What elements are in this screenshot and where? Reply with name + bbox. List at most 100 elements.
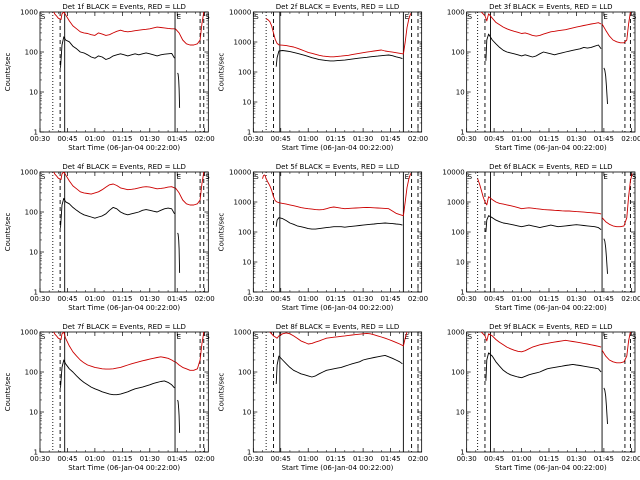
- series-line-events: [275, 50, 403, 67]
- axis-frame: [39, 11, 209, 133]
- axis-frame: [466, 11, 636, 133]
- region-label: S: [205, 173, 210, 181]
- y-tick-label: 10: [242, 259, 251, 267]
- x-tick-label: 01:15: [539, 135, 559, 143]
- y-tick-label: 10: [242, 99, 251, 107]
- series-line-lld: [269, 332, 408, 347]
- x-tick-label: 01:15: [326, 295, 346, 303]
- axis-frame: [466, 331, 636, 453]
- y-tick-label: 100: [25, 369, 38, 377]
- axis-frame: [252, 171, 423, 293]
- x-tick-label: 01:30: [140, 295, 160, 303]
- region-label: S: [41, 13, 46, 21]
- detector-panel-5: Det 5f BLACK = Events, RED = LLD 1 10 100 10…: [217, 163, 428, 312]
- x-tick-label: 00:45: [484, 135, 504, 143]
- y-axis-label: Counts/sec: [4, 53, 12, 92]
- y-tick-label: 1: [247, 289, 251, 297]
- x-tick-label: 01:45: [594, 295, 614, 303]
- series-line-events: [603, 238, 608, 274]
- region-label: S: [468, 173, 473, 181]
- x-tick-label: 01:45: [167, 295, 187, 303]
- region-label: S: [632, 13, 637, 21]
- x-tick-label: 01:45: [167, 455, 187, 463]
- x-axis-label: Start Time (06-Jan-04 00:22:00): [68, 144, 180, 152]
- region-label: E: [405, 333, 409, 341]
- x-tick-label: 02:00: [408, 295, 428, 303]
- x-tick-label: 00:45: [271, 455, 291, 463]
- x-tick-label: 00:45: [484, 295, 504, 303]
- region-label: S: [254, 333, 259, 341]
- y-tick-label: 1000: [20, 169, 38, 177]
- x-tick-label: 02:00: [408, 135, 428, 143]
- x-tick-label: 00:45: [57, 295, 77, 303]
- y-tick-label: 1000: [447, 329, 465, 337]
- detector-panel-3: Det 3f BLACK = Events, RED = LLD 1 10 100 10…: [447, 3, 640, 152]
- x-axis-label: Start Time (06-Jan-04 00:22:00): [282, 304, 394, 312]
- x-tick-label: 00:30: [30, 135, 50, 143]
- axis-frame: [252, 331, 423, 453]
- chart-title: Det 9f BLACK = Events, RED = LLD: [489, 323, 612, 331]
- series-line-events: [60, 359, 175, 396]
- series-line-lld: [53, 332, 175, 370]
- x-tick-label: 01:00: [298, 295, 318, 303]
- x-tick-label: 00:45: [57, 135, 77, 143]
- y-tick-label: 1000: [234, 39, 252, 47]
- y-tick-label: 1: [34, 289, 38, 297]
- x-tick-label: 02:00: [195, 135, 215, 143]
- detector-panel-9: Det 9f BLACK = Events, RED = LLD 1 10 100 10…: [447, 323, 640, 472]
- x-tick-label: 01:30: [566, 295, 586, 303]
- x-axis-label: Start Time (06-Jan-04 00:22:00): [495, 304, 607, 312]
- y-tick-label: 1: [460, 129, 464, 137]
- x-tick-label: 00:30: [457, 455, 477, 463]
- series-line-events: [177, 72, 181, 108]
- detector-panel-8: Det 8f BLACK = Events, RED = LLD 1 10 100 10…: [217, 323, 428, 472]
- series-line-events: [485, 352, 602, 381]
- region-label: S: [41, 333, 46, 341]
- series-line-lld: [175, 332, 205, 371]
- series-layer: [265, 13, 412, 67]
- series-layer: [53, 332, 205, 433]
- y-axis-label: Counts/sec: [217, 373, 225, 412]
- region-label: E: [177, 333, 181, 341]
- x-tick-label: 01:30: [140, 135, 160, 143]
- x-axis-label: Start Time (06-Jan-04 00:22:00): [68, 464, 180, 472]
- series-line-events: [60, 197, 175, 228]
- x-tick-label: 02:00: [621, 455, 640, 463]
- y-tick-label: 1000: [234, 199, 252, 207]
- x-tick-label: 01:15: [326, 135, 346, 143]
- x-tick-label: 01:30: [140, 455, 160, 463]
- series-layer: [269, 332, 408, 385]
- x-tick-label: 01:15: [112, 455, 132, 463]
- x-tick-label: 01:00: [511, 295, 531, 303]
- series-line-events: [60, 36, 175, 68]
- region-label: E: [177, 173, 181, 181]
- region-label: S: [254, 173, 259, 181]
- region-label: S: [41, 173, 46, 181]
- region-label: E: [405, 13, 409, 21]
- region-label: S: [468, 13, 473, 21]
- x-tick-label: 01:15: [112, 135, 132, 143]
- x-tick-label: 00:30: [457, 295, 477, 303]
- series-layer: [480, 12, 631, 105]
- y-tick-label: 1000: [447, 199, 465, 207]
- series-line-lld: [265, 13, 412, 58]
- series-line-lld: [53, 172, 175, 195]
- x-tick-label: 01:00: [85, 135, 105, 143]
- series-line-events: [177, 399, 181, 433]
- y-tick-label: 10000: [229, 169, 251, 177]
- x-tick-label: 00:45: [271, 295, 291, 303]
- series-layer: [53, 12, 205, 108]
- region-label: S: [632, 173, 637, 181]
- y-axis-label: Counts/sec: [217, 53, 225, 92]
- y-tick-label: 10000: [229, 9, 251, 17]
- y-tick-label: 100: [451, 49, 464, 57]
- x-tick-label: 00:30: [30, 455, 50, 463]
- y-tick-label: 1: [247, 449, 251, 457]
- region-label: E: [405, 173, 409, 181]
- axis-frame: [252, 11, 423, 133]
- y-tick-label: 1: [34, 449, 38, 457]
- series-line-events: [603, 67, 608, 105]
- y-axis-label: Counts/sec: [4, 213, 12, 252]
- x-tick-label: 01:15: [539, 455, 559, 463]
